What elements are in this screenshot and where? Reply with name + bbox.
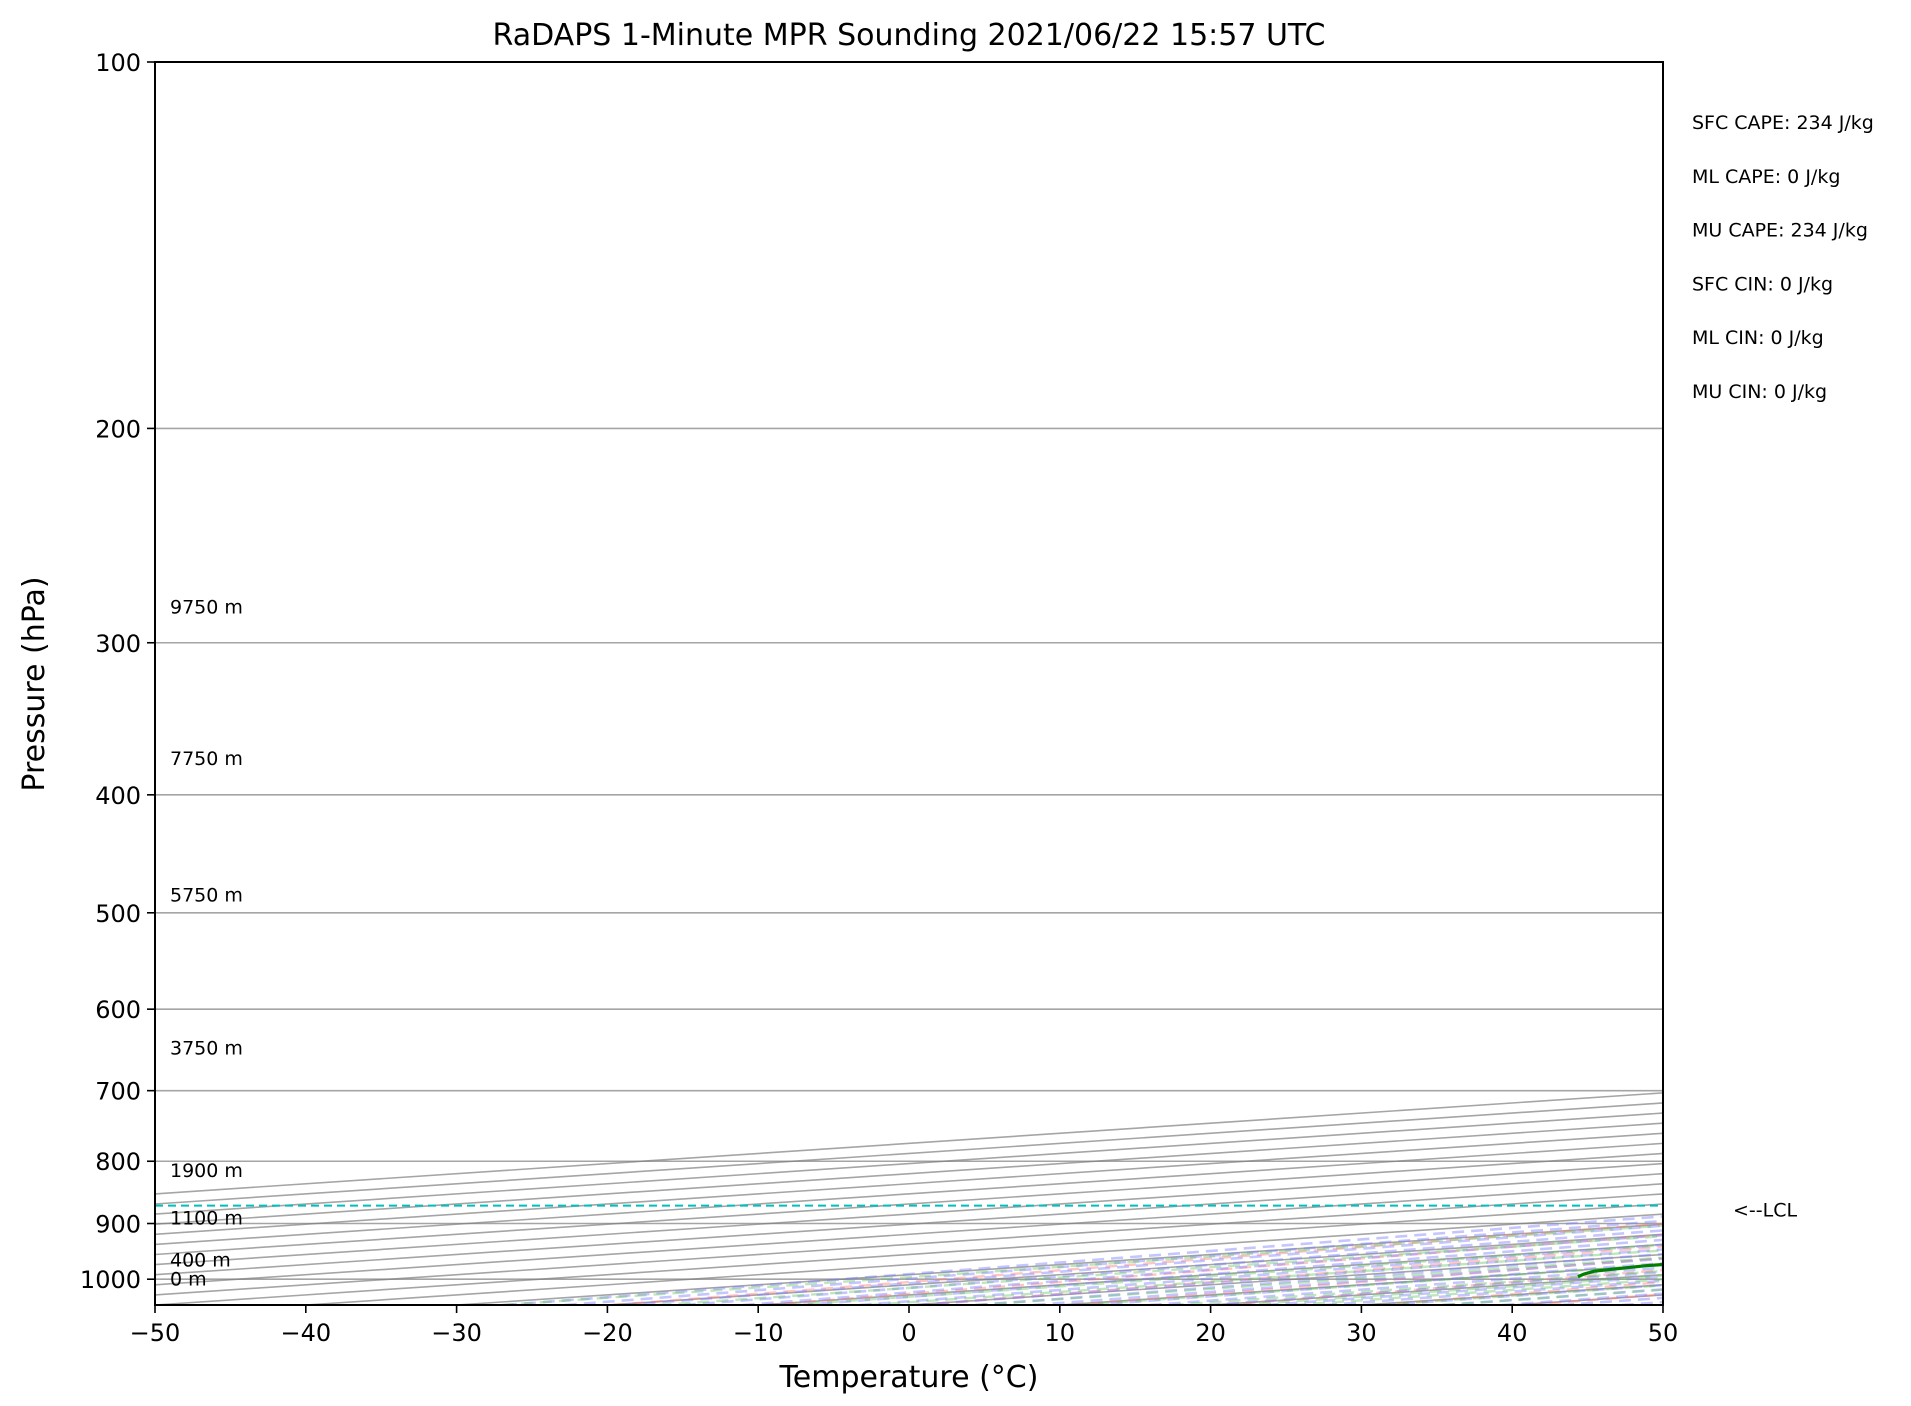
y-tick-label: 700	[95, 1078, 141, 1106]
y-tick-label: 1000	[80, 1266, 141, 1294]
x-tick-label: 50	[1648, 1319, 1679, 1347]
lcl-label: <--LCL	[1733, 1200, 1797, 1222]
parcel-path-line	[1715, 587, 1911, 1277]
x-tick-label: −30	[431, 1319, 482, 1347]
height-label: 0 m	[170, 1269, 207, 1291]
height-labels: 9750 m 7750 m 5750 m 3750 m 1900 m 1100 m 400 …	[170, 596, 243, 1290]
isotherm--150	[155, 1102, 1663, 1205]
isotherm--60	[155, 1193, 1663, 1296]
isotherm--90	[155, 1162, 1663, 1266]
stability-indices: SFC CAPE: 234 J/kg ML CAPE: 0 J/kg MU CAPE…	[1692, 112, 1874, 403]
isotherm-20	[1210, 1273, 1663, 1305]
temperature-line	[1715, 587, 1911, 1277]
moist-adiabat	[1621, 1300, 1663, 1305]
moist-adiabat	[1383, 1283, 1663, 1305]
index-label: SFC CAPE: 234 J/kg	[1692, 112, 1874, 134]
moist-adiabat	[1443, 1288, 1663, 1305]
dry-adiabat	[918, 1245, 1663, 1305]
dry-adiabat	[1071, 1256, 1663, 1305]
height-label: 7750 m	[170, 748, 243, 770]
isotherm-50	[1662, 1304, 1663, 1305]
dry-adiabat	[1224, 1268, 1663, 1305]
mixing-ratio-line	[501, 1224, 1663, 1305]
y-tick-label: 800	[95, 1148, 141, 1176]
moist-adiabat	[1149, 1266, 1663, 1305]
x-tick-label: 10	[1045, 1319, 1076, 1347]
moist-adiabat	[504, 1215, 1663, 1305]
moist-adiabat	[624, 1224, 1663, 1305]
isotherm-30	[1361, 1283, 1663, 1305]
isotherm--80	[155, 1172, 1663, 1276]
isotherm--20	[607, 1233, 1663, 1305]
sounding-series	[1577, 587, 1911, 1279]
y-axis-label: Pressure (hPa)	[17, 576, 52, 791]
height-label: 1100 m	[170, 1208, 243, 1230]
mixing-ratio-line	[975, 1256, 1663, 1305]
background-lines	[155, 62, 1911, 1305]
moist-adiabat	[1502, 1292, 1663, 1305]
height-label: 9750 m	[170, 596, 243, 618]
isotherm--50	[155, 1203, 1663, 1305]
isotherm--30	[456, 1223, 1663, 1305]
height-label: 400 m	[170, 1249, 231, 1271]
y-tick-label: 300	[95, 630, 141, 658]
axis-ticks: −50 −40 −30 −20 −10 0 10 20 30 40 50 100 200 300 400 50…	[80, 49, 1678, 1347]
dry-adiabat	[612, 1222, 1663, 1305]
isotherm--10	[758, 1243, 1663, 1305]
index-label: MU CAPE: 234 J/kg	[1692, 220, 1868, 242]
y-tick-label: 100	[95, 49, 141, 77]
moist-adiabat	[1325, 1279, 1663, 1305]
isotherm--140	[155, 1112, 1663, 1215]
moist-adiabat	[859, 1243, 1663, 1305]
mixing-ratio-line	[788, 1243, 1663, 1305]
x-axis-label: Temperature (°C)	[779, 1360, 1039, 1395]
y-tick-label: 200	[95, 415, 141, 443]
x-tick-label: −40	[280, 1319, 331, 1347]
dry-adiabat	[1683, 62, 1911, 1305]
isotherm--120	[155, 1132, 1663, 1236]
x-tick-label: 0	[901, 1319, 916, 1347]
isotherm--160	[155, 1092, 1663, 1195]
mixing-ratio-line	[659, 1234, 1663, 1305]
isotherm-10	[1059, 1263, 1663, 1305]
x-tick-label: 40	[1497, 1319, 1528, 1347]
moist-adiabat	[1091, 1261, 1663, 1305]
y-tick-label: 600	[95, 996, 141, 1024]
index-label: ML CAPE: 0 J/kg	[1692, 166, 1840, 188]
isotherm--40	[305, 1213, 1663, 1305]
moist-adiabat	[742, 1233, 1663, 1305]
x-tick-label: 30	[1346, 1319, 1377, 1347]
y-tick-label: 900	[95, 1211, 141, 1239]
x-tick-label: −20	[582, 1319, 633, 1347]
chart-title: RaDAPS 1-Minute MPR Sounding 2021/06/22 …	[493, 18, 1326, 53]
isotherm--100	[155, 1152, 1663, 1256]
x-tick-label: −50	[130, 1319, 181, 1347]
height-label: 3750 m	[170, 1037, 243, 1059]
height-label: 5750 m	[170, 885, 243, 907]
index-label: MU CIN: 0 J/kg	[1692, 381, 1827, 403]
dry-adiabat	[1377, 1280, 1663, 1305]
isotherm--70	[155, 1182, 1663, 1286]
index-label: ML CIN: 0 J/kg	[1692, 327, 1824, 349]
y-tick-label: 400	[95, 782, 141, 810]
dewpoint-line	[1577, 1262, 1663, 1279]
y-tick-label: 500	[95, 900, 141, 928]
mixing-ratio-line	[869, 1249, 1663, 1305]
moist-adiabat	[564, 1219, 1663, 1305]
x-tick-label: 20	[1195, 1319, 1226, 1347]
dry-adiabat	[765, 1233, 1663, 1305]
index-label: SFC CIN: 0 J/kg	[1692, 273, 1833, 295]
isotherm--110	[155, 1142, 1663, 1246]
isotherm-0	[908, 1253, 1663, 1305]
moist-adiabat	[1207, 1270, 1663, 1305]
moist-adiabat	[1033, 1257, 1663, 1305]
isotherm--130	[155, 1122, 1663, 1225]
dry-adiabat	[1836, 62, 1911, 1305]
height-label: 1900 m	[170, 1160, 243, 1182]
x-tick-label: −10	[733, 1319, 784, 1347]
moist-adiabat	[1562, 1296, 1663, 1305]
